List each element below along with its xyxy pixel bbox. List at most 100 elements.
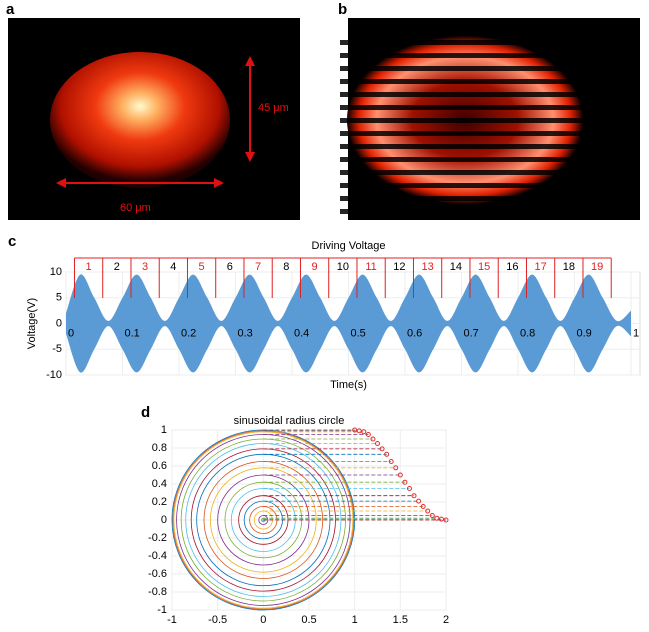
pulse-label: 3: [142, 261, 148, 273]
y-tick-label: -0.8: [148, 586, 167, 598]
pulse-label: 5: [199, 261, 205, 273]
stripe: [340, 170, 590, 175]
stripe: [340, 40, 590, 45]
x-tick-label: 0.6: [407, 327, 422, 339]
stripe: [340, 66, 590, 71]
stripe: [340, 157, 590, 162]
marker: [438, 516, 444, 522]
y-tick-label: -0.6: [148, 568, 167, 580]
stripe: [340, 131, 590, 136]
pulse-label: 2: [114, 261, 120, 273]
y-tick-label: -0.2: [148, 532, 167, 544]
marker: [352, 427, 358, 433]
marker: [356, 428, 362, 434]
stripe: [340, 92, 590, 97]
stripe: [340, 53, 590, 58]
pulse-label: 9: [312, 261, 318, 273]
pulse-label: 11: [365, 261, 376, 273]
marker: [375, 441, 380, 446]
pulse-label: 12: [393, 261, 405, 273]
stripe: [340, 79, 590, 84]
pulse-label: 17: [534, 261, 546, 273]
marker: [402, 479, 408, 485]
y-tick-label: 0.4: [152, 478, 167, 490]
x-axis-label: Time(s): [330, 379, 367, 391]
x-tick-label: 1: [352, 614, 358, 626]
x-tick-label: 0.5: [301, 614, 316, 626]
marker: [406, 486, 412, 491]
waveform: [66, 323, 631, 373]
y-tick-label: 0: [161, 514, 167, 526]
x-tick-label: 0.7: [464, 327, 479, 339]
panel-label: a: [6, 1, 15, 18]
marker: [429, 513, 435, 518]
stripe: [340, 144, 590, 149]
stripes: [340, 40, 590, 214]
x-tick-label: 0.5: [351, 327, 366, 339]
beam-spot: [50, 52, 230, 188]
pulse-label: 8: [283, 261, 289, 273]
marker: [425, 508, 431, 514]
pulse-label: 14: [450, 261, 462, 273]
y-tick-label: -5: [52, 343, 62, 355]
stripe: [340, 196, 590, 201]
pulse-label: 4: [170, 261, 176, 273]
y-tick-label: 0.2: [152, 496, 167, 508]
y-tick-label: 1: [161, 424, 167, 436]
marker: [420, 504, 426, 509]
x-tick-label: 0.9: [577, 327, 592, 339]
pulse-label: 16: [506, 261, 518, 273]
x-tick-label: 2: [443, 614, 449, 626]
x-tick-label: -0.5: [208, 614, 227, 626]
y-tick-label: 0.8: [152, 442, 167, 454]
y-tick-label: 0: [56, 317, 62, 329]
y-tick-label: -10: [46, 369, 62, 381]
chart-title: Driving Voltage: [312, 240, 386, 252]
y-tick-label: -1: [157, 604, 167, 616]
marker: [384, 451, 390, 457]
y-tick-label: 10: [50, 266, 62, 278]
panel-label: d: [141, 404, 150, 421]
pulse-label: 10: [337, 261, 349, 273]
x-tick-label: -1: [167, 614, 177, 626]
marker: [397, 472, 403, 478]
pulse-label: 15: [478, 261, 490, 273]
x-tick-label: 0: [68, 327, 74, 339]
stripe: [340, 209, 590, 214]
pulse-label: 19: [591, 261, 603, 273]
width-label: 60 μm: [120, 202, 151, 214]
marker: [434, 515, 440, 521]
height-label: 45 μm: [258, 102, 289, 114]
marker: [365, 432, 371, 437]
x-tick-label: 1.5: [393, 614, 408, 626]
marker: [416, 498, 422, 504]
stripe: [340, 183, 590, 188]
marker: [443, 517, 449, 523]
x-tick-label: 0.3: [238, 327, 253, 339]
marker: [388, 459, 394, 464]
y-tick-label: 5: [56, 292, 62, 304]
chart-title: sinusoidal radius circle: [234, 415, 345, 427]
x-tick-label: 0.4: [294, 327, 309, 339]
marker: [370, 436, 376, 442]
x-tick-label: 0: [260, 614, 266, 626]
x-tick-label: 0.2: [181, 327, 196, 339]
x-tick-label: 0.8: [520, 327, 535, 339]
panel-label: b: [338, 1, 347, 18]
waveform: [66, 274, 631, 324]
marker: [393, 465, 399, 471]
stripe: [340, 105, 590, 110]
pulse-label: 1: [86, 261, 92, 273]
pulse-label: 7: [255, 261, 261, 273]
marker: [411, 493, 417, 499]
y-axis-label: Voltage(V): [26, 298, 38, 349]
marker: [379, 446, 385, 452]
pulse-label: 13: [421, 261, 433, 273]
y-tick-label: -0.4: [148, 550, 167, 562]
stripe: [340, 118, 590, 123]
y-tick-label: 0.6: [152, 460, 167, 472]
panel-label: c: [8, 233, 16, 250]
pulse-label: 18: [563, 261, 575, 273]
pulse-label: 6: [227, 261, 233, 273]
